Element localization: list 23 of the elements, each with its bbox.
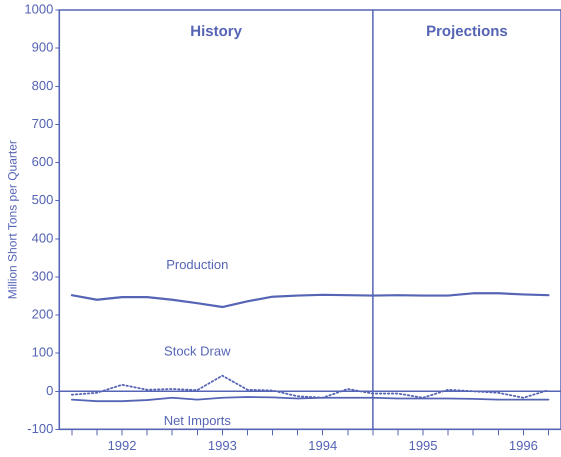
y-tick-label: 300 bbox=[32, 268, 54, 284]
y-tick-label: 0 bbox=[46, 382, 54, 398]
x-tick-label: 1994 bbox=[308, 438, 338, 453]
y-tick-label: 700 bbox=[32, 116, 54, 131]
x-tick-label: 1995 bbox=[408, 438, 438, 453]
y-tick-label: 800 bbox=[32, 78, 54, 93]
y-tick-label: 600 bbox=[32, 154, 54, 170]
y-tick-label: 900 bbox=[32, 40, 54, 55]
x-tick-label: 1996 bbox=[508, 438, 538, 453]
y-axis-title: Million Short Tons per Quarter bbox=[6, 140, 20, 300]
x-tick-label: 1992 bbox=[108, 438, 136, 453]
y-tick-label: 500 bbox=[32, 192, 54, 208]
y-tick-label: 1000 bbox=[24, 2, 54, 17]
annotation: History bbox=[190, 23, 243, 40]
x-tick-label: 1993 bbox=[208, 438, 237, 453]
y-tick-label: 400 bbox=[32, 230, 54, 246]
series-label: Net Imports bbox=[164, 413, 232, 428]
annotation: Projections bbox=[426, 23, 508, 40]
y-tick-label: -100 bbox=[27, 420, 54, 436]
y-tick-label: 100 bbox=[32, 344, 54, 360]
text: Production bbox=[166, 256, 228, 272]
series-label: Stock Draw bbox=[164, 344, 232, 359]
y-tick-label: 200 bbox=[32, 306, 54, 322]
